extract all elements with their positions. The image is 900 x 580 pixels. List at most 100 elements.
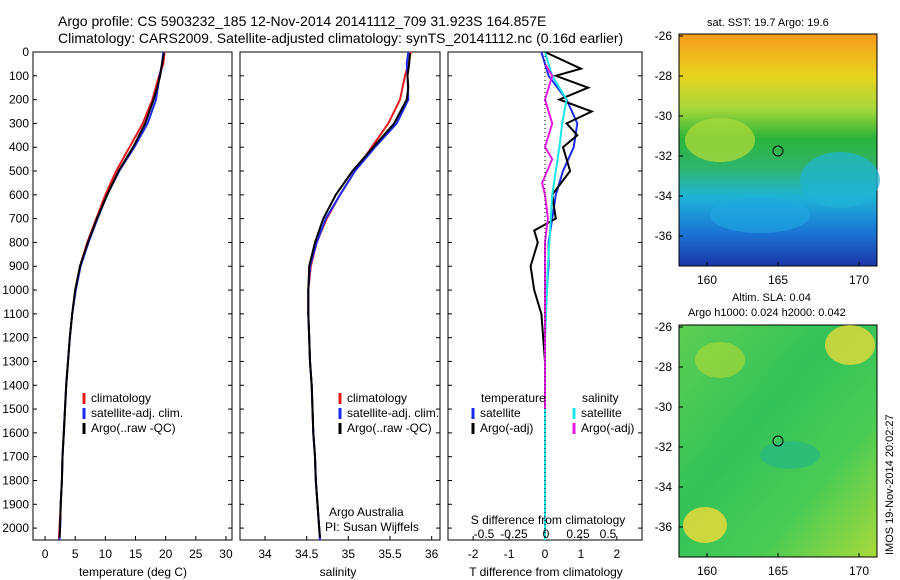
x-tick-label: 30	[219, 547, 233, 561]
depth-tick-label: 700	[9, 212, 29, 226]
depth-tick-label: 1000	[2, 283, 29, 297]
legend-label: Argo(-adj)	[480, 421, 533, 435]
map-xtick-label: 165	[768, 273, 788, 287]
depth-tick-label: 0	[22, 45, 29, 59]
map-xtick-label: 165	[768, 564, 788, 578]
sla-patch-2	[825, 325, 875, 365]
depth-tick-label: 100	[9, 69, 29, 83]
depth-tick-label: 1200	[2, 331, 29, 345]
depth-tick-label: 800	[9, 235, 29, 249]
sst-warm-patch	[685, 118, 755, 162]
x-tick-label: 2	[614, 547, 621, 561]
map-xtick-label: 160	[697, 564, 717, 578]
legend-label: Argo(-adj)	[581, 421, 634, 435]
x-tick-label: 25	[189, 547, 203, 561]
map-ytick-label: -34	[655, 480, 673, 494]
legend-label: Argo(..raw -QC)	[347, 421, 432, 435]
series-argo-raw-qc-	[58, 53, 165, 538]
panel-frame	[32, 51, 233, 541]
legend-label: climatology	[91, 391, 151, 405]
depth-tick-label: 400	[9, 140, 29, 154]
panel-temperature: 0100200300400500600700800900100011001200…	[2, 45, 233, 561]
x-tick-label: 1	[578, 547, 585, 561]
legend-header-temperature: temperature	[481, 391, 546, 405]
x-tick-label: 20	[159, 547, 173, 561]
header-line2: Climatology: CARS2009. Satellite-adjuste…	[58, 30, 623, 46]
x-tick-label: 36	[425, 547, 439, 561]
map-ytick-label: -26	[655, 29, 673, 43]
legend-label: climatology	[347, 391, 407, 405]
map-xtick-label: 170	[849, 564, 869, 578]
sla-patch-1	[695, 342, 745, 378]
sst-cool-patch-2	[710, 197, 810, 233]
x-tick-label: 5	[72, 547, 79, 561]
map-ytick-label: -36	[655, 520, 673, 534]
sla-patch-4	[760, 441, 820, 469]
legend-label: Argo(..raw -QC)	[91, 421, 176, 435]
map-ytick-label: -34	[655, 189, 673, 203]
credit-line2: PI: Susan Wijffels	[325, 520, 419, 534]
map-xtick-label: 160	[697, 273, 717, 287]
temperature-xlabel: temperature (deg C)	[79, 565, 187, 579]
depth-tick-label: 600	[9, 188, 29, 202]
map-ytick-label: -32	[655, 440, 673, 454]
s-tick-label: -0.25	[500, 527, 528, 541]
sla-map: Altim. SLA: 0.04 Argo h1000: 0.024 h2000…	[655, 292, 878, 578]
map-ytick-label: -30	[655, 109, 673, 123]
x-tick-label: 34	[258, 547, 272, 561]
legend-label: satellite-adj. clim.	[91, 406, 183, 420]
legend-label: satellite-adj. clim.	[347, 406, 439, 420]
depth-tick-label: 900	[9, 259, 29, 273]
series-salinity-argo-adj-	[541, 63, 554, 410]
panel-difference-from-climatology: -2 -1 0 1 2	[447, 51, 643, 561]
map-ytick-label: -28	[655, 69, 673, 83]
sst-map: sat. SST: 19.7 Argo: 19.6 -26 -28 -30 -32 -3…	[655, 17, 880, 287]
s-tick-label: 0.5	[600, 527, 617, 541]
x-tick-label: 0	[42, 547, 49, 561]
timestamp: IMOS 19-Nov-2014 20:02:27	[884, 414, 896, 555]
depth-tick-label: 500	[9, 164, 29, 178]
header-line1: Argo profile: CS 5903232_185 12-Nov-2014…	[58, 13, 546, 29]
map-ytick-label: -26	[655, 320, 673, 334]
x-tick-label: 35	[342, 547, 356, 561]
series-argo-raw-qc-	[307, 53, 411, 538]
map-ytick-label: -28	[655, 360, 673, 374]
sst-argo-location	[772, 145, 784, 157]
difference-xlabel: T difference from climatology	[469, 565, 623, 579]
sla-patch-3	[683, 507, 727, 543]
sst-cool-patch	[800, 152, 880, 208]
depth-tick-label: 1300	[2, 354, 29, 368]
depth-tick-label: 2000	[2, 521, 29, 535]
depth-tick-label: 1100	[3, 307, 29, 321]
x-tick-label: 35.5	[378, 547, 402, 561]
sst-title: sat. SST: 19.7 Argo: 19.6	[707, 17, 829, 29]
x-tick-label: 0	[542, 547, 549, 561]
credit-line1: Argo Australia	[329, 505, 404, 519]
depth-tick-label: 200	[9, 93, 29, 107]
depth-tick-label: 1500	[2, 402, 29, 416]
x-tick-label: 10	[99, 547, 113, 561]
sla-title2: Argo h1000: 0.024 h2000: 0.042	[688, 307, 846, 319]
x-tick-label: -2	[468, 547, 479, 561]
depth-tick-label: 1600	[2, 426, 29, 440]
map-ytick-label: -30	[655, 400, 673, 414]
x-tick-label: -1	[504, 547, 515, 561]
sla-title1: Altim. SLA: 0.04	[732, 292, 811, 304]
map-ytick-label: -36	[655, 229, 673, 243]
map-ytick-label: -32	[655, 149, 673, 163]
depth-tick-label: 1900	[2, 497, 29, 511]
s-tick-label: 0.25	[566, 527, 590, 541]
panel-salinity: 34 34.5 35 35.5 36	[239, 51, 441, 561]
x-tick-label: 15	[129, 547, 143, 561]
panel-frame	[239, 51, 441, 541]
series-temperature-argo-adj-	[529, 51, 595, 540]
depth-tick-label: 1700	[2, 450, 29, 464]
sla-argo-location	[772, 435, 784, 447]
depth-tick-label: 1800	[2, 473, 29, 487]
salinity-xlabel: salinity	[320, 565, 357, 579]
legend-header-salinity: salinity	[582, 391, 619, 405]
depth-tick-label: 300	[9, 116, 29, 130]
legend-label: satellite	[480, 406, 521, 420]
legend-label: satellite	[581, 406, 622, 420]
